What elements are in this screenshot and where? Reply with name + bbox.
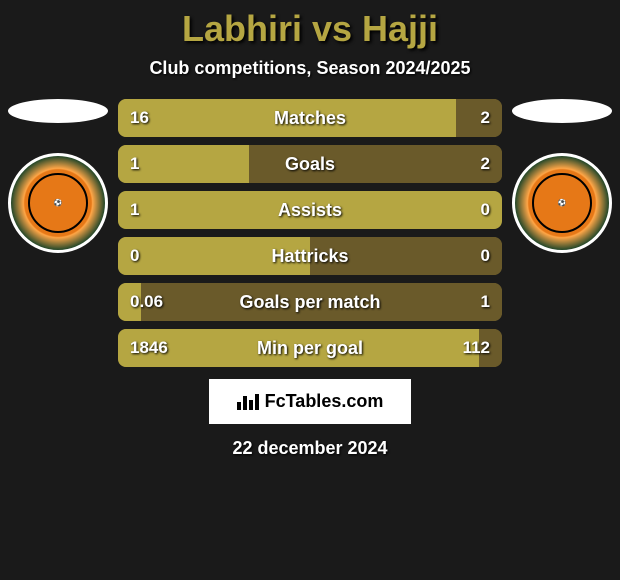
left-ellipse <box>8 99 108 123</box>
stat-bar: 16 Matches 2 <box>118 99 502 137</box>
stat-value-right: 112 <box>463 338 490 358</box>
stat-value-right: 0 <box>481 200 490 220</box>
stat-label: Goals per match <box>239 292 380 313</box>
date-label: 22 december 2024 <box>232 438 387 459</box>
right-column: ⚽ <box>512 99 612 253</box>
stat-bar: 1846 Min per goal 112 <box>118 329 502 367</box>
right-club-badge: ⚽ <box>512 153 612 253</box>
stat-bar: 0 Hattricks 0 <box>118 237 502 275</box>
fctables-badge[interactable]: FcTables.com <box>209 379 412 424</box>
stats-column: 16 Matches 2 1 Goals 2 1 Assists 0 0 Hattricks 0 0.0… <box>118 99 502 367</box>
right-ellipse <box>512 99 612 123</box>
left-column: ⚽ <box>8 99 108 253</box>
stat-bar: 1 Assists 0 <box>118 191 502 229</box>
badge-inner: ⚽ <box>28 173 88 233</box>
content-row: ⚽ 16Matches21Goals21Assists00Hattricks00… <box>0 99 620 367</box>
stat-value-left: 1 <box>130 200 139 220</box>
stat-value-left: 0 <box>130 246 139 266</box>
stat-label: Assists <box>278 200 342 221</box>
stat-value-right: 2 <box>481 108 490 128</box>
stat-value-right: 0 <box>481 246 490 266</box>
stat-value-left: 1846 <box>130 338 168 358</box>
stat-bar: 1 Goals 2 <box>118 145 502 183</box>
subtitle: Club competitions, Season 2024/2025 <box>149 58 470 79</box>
stat-label: Min per goal <box>257 338 363 359</box>
stat-label: Hattricks <box>271 246 348 267</box>
stat-right-fill <box>456 99 502 137</box>
stat-label: Goals <box>285 154 335 175</box>
fctables-label: FcTables.com <box>265 391 384 412</box>
stat-value-left: 1 <box>130 154 139 174</box>
bar-chart-icon <box>237 394 259 410</box>
stat-label: Matches <box>274 108 346 129</box>
left-club-badge: ⚽ <box>8 153 108 253</box>
badge-inner: ⚽ <box>532 173 592 233</box>
stat-bar: 0.06 Goals per match 1 <box>118 283 502 321</box>
stat-value-left: 0.06 <box>130 292 163 312</box>
stat-value-left: 16 <box>130 108 149 128</box>
page-title: Labhiri vs Hajji <box>182 8 438 50</box>
stat-value-right: 2 <box>481 154 490 174</box>
stat-value-right: 1 <box>481 292 490 312</box>
